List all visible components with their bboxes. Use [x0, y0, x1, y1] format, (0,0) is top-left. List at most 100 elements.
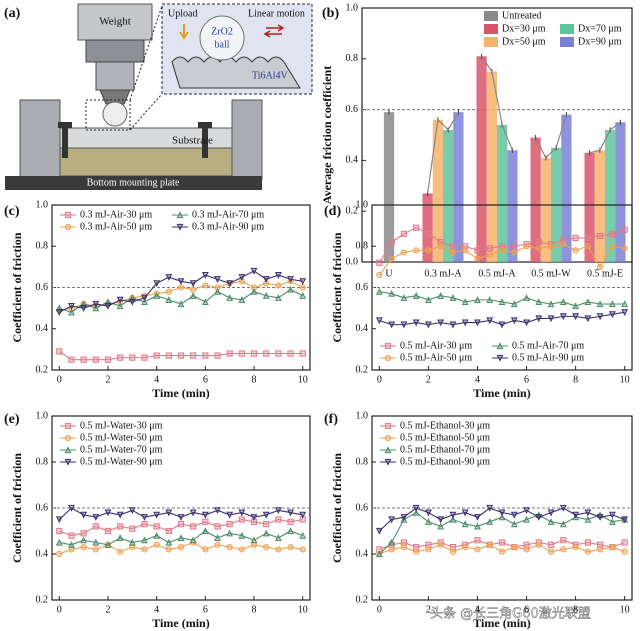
marker: [400, 230, 407, 237]
marker: [511, 544, 518, 551]
y-tick-label: 0.8: [356, 456, 369, 467]
x-tick-label: 4: [475, 604, 480, 615]
marker: [214, 541, 221, 548]
marker: [129, 544, 136, 551]
marker: [547, 243, 555, 250]
marker: [474, 537, 481, 544]
marker: [64, 458, 72, 466]
marker: [64, 223, 72, 231]
marker: [559, 313, 567, 321]
marker: [104, 527, 112, 535]
marker: [437, 516, 445, 524]
x-tick-label: 6: [203, 374, 208, 385]
marker: [274, 507, 282, 515]
marker: [153, 531, 161, 539]
y-tick-label: 0.8: [356, 241, 369, 252]
marker: [56, 550, 63, 558]
marker: [55, 538, 63, 546]
bar: [615, 122, 626, 262]
marker: [141, 294, 148, 302]
marker: [153, 511, 161, 519]
panel-label: (e): [4, 412, 20, 427]
marker: [474, 514, 481, 521]
y-axis-label: Average friction coefficient: [320, 66, 334, 204]
legend-label: Dx=70 μm: [578, 23, 622, 34]
marker: [498, 298, 506, 306]
pillar: [19, 99, 61, 181]
marker: [584, 243, 591, 250]
marker: [202, 282, 209, 289]
marker: [214, 523, 221, 530]
weight-label: Weight: [99, 16, 131, 28]
series-line: [59, 530, 303, 546]
marker: [559, 504, 567, 512]
bolt: [58, 122, 72, 128]
marker: [177, 352, 185, 359]
marker: [425, 321, 432, 329]
marker: [214, 534, 221, 541]
series-line: [378, 227, 625, 264]
marker: [425, 509, 432, 517]
marker: [547, 509, 555, 517]
marker: [400, 321, 408, 329]
legend-label: 0.3 mJ-Air-50 μm: [80, 221, 152, 232]
y-tick-label: 0.2: [356, 364, 369, 375]
marker: [299, 511, 307, 519]
legend-label: 0.5 mJ-Water-70 μm: [80, 444, 163, 455]
legend-label: 0.5 mJ-Water-30 μm: [80, 420, 163, 431]
panel: (f) 0.2 0.4 0.6 0.8 1.0 Coefficient of frictio…: [324, 410, 633, 630]
x-tick-label: 4: [154, 604, 159, 615]
y-tick-label: 1.0: [356, 410, 369, 421]
x-tick-label: 6: [524, 374, 529, 385]
marker: [250, 514, 258, 521]
x-tick-label: 0: [377, 604, 382, 615]
legend-swatch: [484, 11, 498, 21]
series-line: [59, 270, 303, 313]
marker: [92, 514, 100, 521]
marker: [510, 317, 518, 325]
marker: [597, 263, 604, 270]
x-tick-label: 0.5 mJ-E: [587, 268, 623, 279]
marker: [375, 287, 383, 295]
marker: [413, 548, 420, 555]
marker: [486, 251, 493, 258]
marker: [535, 315, 543, 323]
marker: [68, 302, 75, 310]
marker: [425, 247, 432, 254]
marker: [117, 354, 124, 361]
ball: [102, 101, 128, 127]
marker: [413, 544, 420, 551]
marker: [287, 509, 294, 517]
upload-label: Upload: [168, 8, 197, 19]
bar: [530, 137, 541, 262]
marker: [153, 292, 161, 299]
marker: [412, 504, 420, 512]
marker: [498, 509, 506, 517]
marker: [425, 518, 432, 525]
marker: [80, 544, 87, 551]
marker: [153, 280, 161, 288]
y-tick-label: 0.4: [36, 548, 49, 559]
x-tick-label: 8: [573, 374, 578, 385]
marker: [384, 446, 392, 454]
marker: [202, 352, 209, 359]
panel: (d) 0.2 0.4 0.6 0.8 1.0 Coefficient of frictio…: [324, 199, 633, 400]
x-tick-label: 0: [57, 374, 62, 385]
marker: [412, 319, 420, 327]
marker: [621, 309, 629, 316]
marker: [486, 518, 494, 525]
series-line: [379, 544, 625, 555]
marker: [400, 249, 407, 256]
marker: [116, 296, 124, 304]
x-tick-label: 8: [252, 604, 257, 615]
marker: [412, 508, 420, 516]
marker: [437, 522, 445, 530]
marker: [214, 352, 221, 359]
marker: [189, 509, 197, 517]
marker: [165, 296, 173, 303]
x-tick-label: 2: [105, 604, 110, 615]
marker: [523, 541, 530, 548]
y-tick-label: 0.6: [356, 502, 369, 513]
bar: [497, 124, 508, 262]
trend-line: [427, 111, 459, 194]
